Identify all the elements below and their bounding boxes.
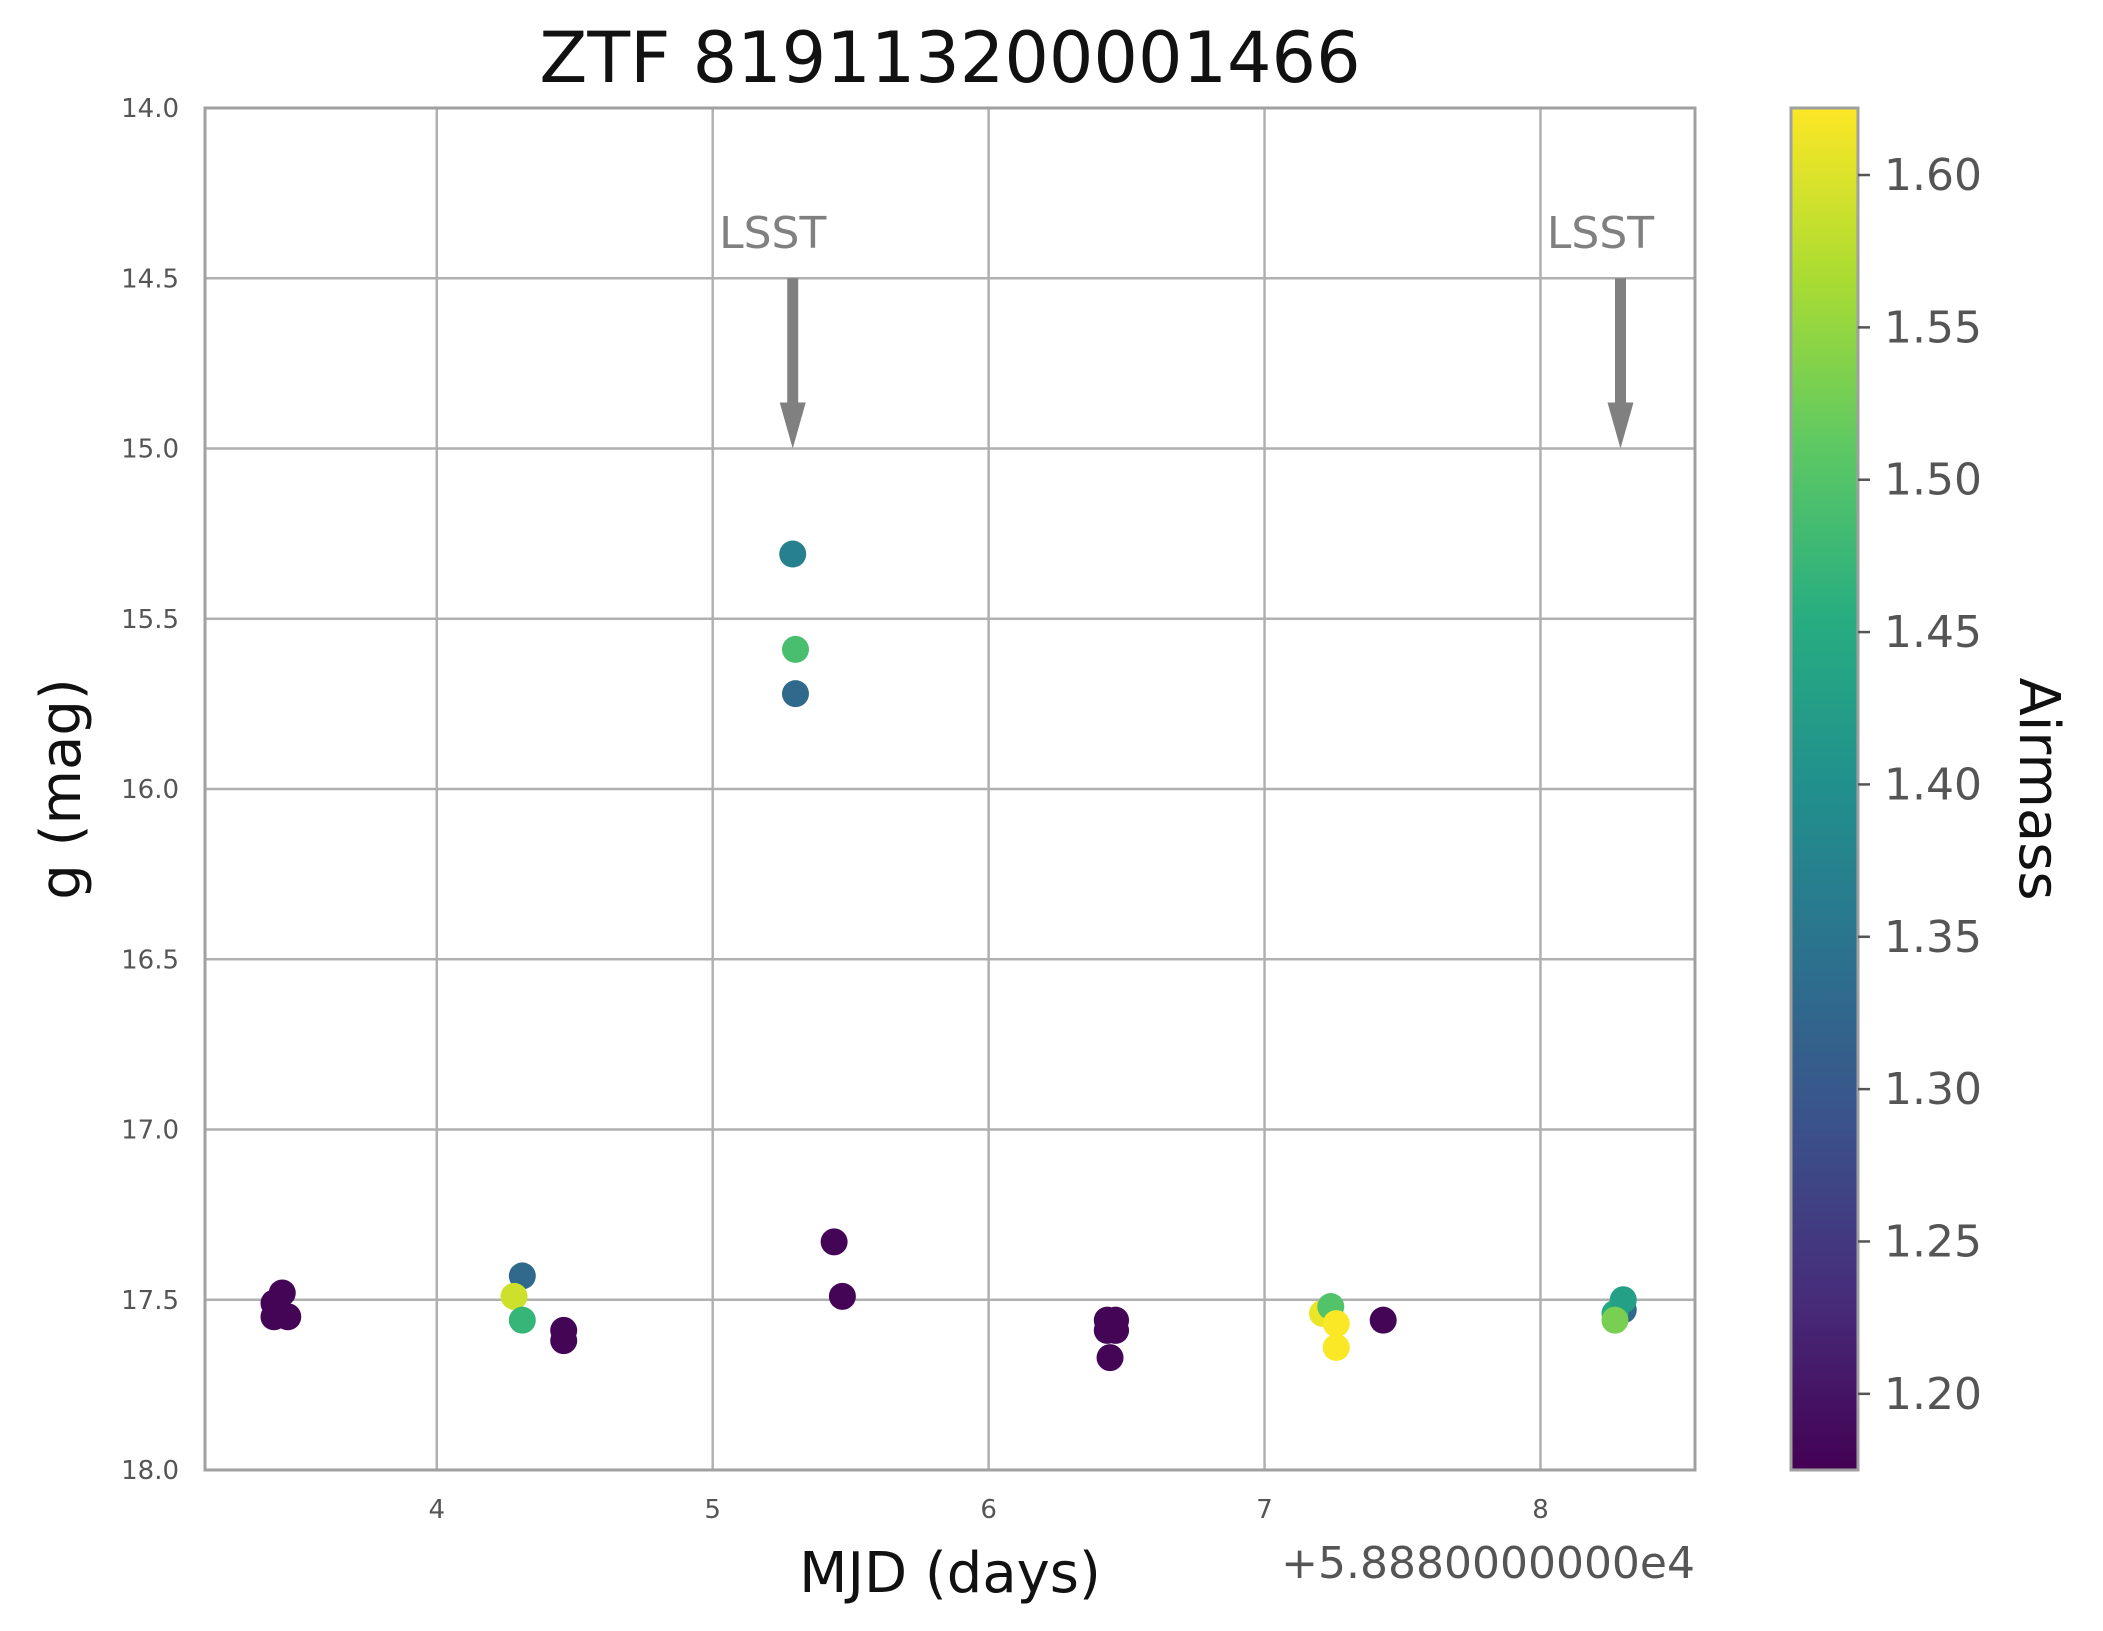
- data-point: [1369, 1306, 1397, 1334]
- data-point: [1096, 1344, 1124, 1372]
- y-tick-label: 16.0: [121, 775, 179, 805]
- x-tick-label: 4: [429, 1495, 446, 1525]
- x-tick-label: 8: [1532, 1495, 1549, 1525]
- data-point: [1601, 1306, 1629, 1334]
- y-tick-label: 14.5: [121, 264, 179, 294]
- colorbar: [1789, 106, 1860, 1472]
- x-axis-offset-label: +5.8880000000e4: [1281, 1538, 1695, 1589]
- x-axis-label: MJD (days): [799, 1541, 1101, 1606]
- y-tick-label: 15.5: [121, 605, 179, 635]
- colorbar-tick-label: 1.40: [1884, 759, 1982, 810]
- data-point: [508, 1262, 536, 1290]
- grid: [205, 106, 1695, 1472]
- data-point: [1322, 1333, 1350, 1361]
- colorbar-tick-label: 1.35: [1884, 912, 1982, 963]
- y-tick-label: 17.5: [121, 1286, 179, 1316]
- data-point: [274, 1303, 302, 1331]
- y-tick-label: 14.0: [121, 94, 179, 124]
- colorbar-tick-label: 1.50: [1884, 455, 1982, 506]
- data-points: [260, 540, 1637, 1372]
- data-point: [1609, 1286, 1637, 1314]
- x-tick-labels: 4 5 6 7 8: [429, 1495, 1549, 1525]
- data-point: [1322, 1310, 1350, 1338]
- colorbar-label: Airmass: [2006, 677, 2071, 900]
- y-tick-label: 18.0: [121, 1456, 179, 1486]
- colorbar-tick-label: 1.60: [1884, 150, 1982, 201]
- data-point: [268, 1279, 296, 1307]
- chart-title: ZTF 819113200001466: [539, 17, 1360, 99]
- x-tick-label: 7: [1256, 1495, 1273, 1525]
- data-point: [781, 635, 809, 663]
- colorbar-tick-label: 1.55: [1884, 302, 1982, 353]
- colorbar-tick-label: 1.25: [1884, 1216, 1982, 1267]
- y-tick-labels: 14.0 14.5 15.0 15.5 16.0 16.5 17.0 17.5 18.0: [121, 94, 179, 1486]
- lsst-arrow-head: [779, 402, 806, 449]
- lsst-annotation-label: LSST: [719, 208, 826, 259]
- y-tick-label: 17.0: [121, 1116, 179, 1146]
- colorbar-tick-label: 1.20: [1884, 1369, 1982, 1420]
- data-point: [781, 680, 809, 708]
- data-point: [820, 1228, 848, 1256]
- data-point: [508, 1306, 536, 1334]
- lsst-arrow-head: [1607, 402, 1634, 449]
- data-point: [550, 1327, 578, 1355]
- y-tick-label: 15.0: [121, 435, 179, 465]
- colorbar-tick-label: 1.30: [1884, 1064, 1982, 1115]
- x-tick-label: 5: [704, 1495, 721, 1525]
- lsst-annotation-label: LSST: [1547, 208, 1654, 259]
- annotations: LSST LSST: [719, 208, 1654, 449]
- y-axis-label: g (mag): [29, 678, 94, 899]
- data-point: [828, 1282, 856, 1310]
- y-tick-label: 16.5: [121, 945, 179, 975]
- plot-frame: [203, 106, 1697, 1472]
- colorbar-tick-label: 1.45: [1884, 607, 1982, 658]
- colorbar-tick-labels: 1.20 1.25 1.30 1.35 1.40 1.45 1.50 1.55 1.60: [1858, 150, 1982, 1420]
- data-point: [1102, 1316, 1130, 1344]
- data-point: [779, 540, 807, 568]
- data-point: [500, 1282, 528, 1310]
- x-tick-label: 6: [980, 1495, 997, 1525]
